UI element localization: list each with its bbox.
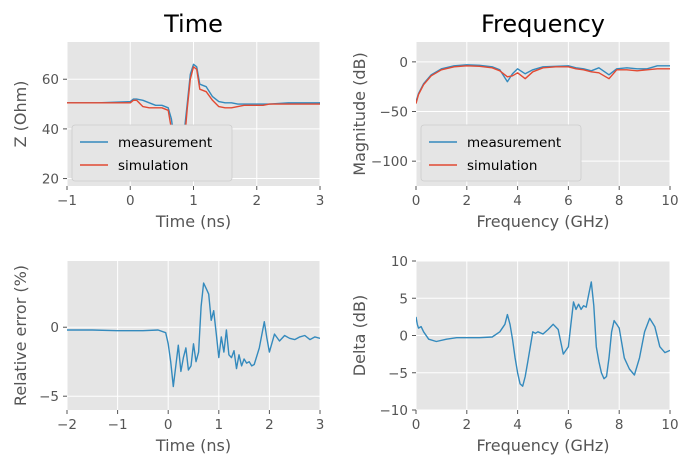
x-tick-label: −1: [57, 193, 77, 209]
x-tick-label: 1: [189, 193, 198, 209]
x-tick-label: 0: [164, 417, 173, 433]
y-tick-label: 5: [399, 291, 408, 307]
series-line-measurement: [67, 63, 320, 150]
x-axis-label: Time (ns): [155, 212, 231, 231]
gridlines: [66, 261, 321, 410]
y-tick-label: −50: [380, 105, 409, 121]
legend-entry: measurement: [467, 135, 561, 151]
x-tick-label: 6: [564, 417, 573, 433]
legend-frame: [420, 124, 582, 182]
x-tick-label: 3: [316, 417, 325, 433]
y-axis-label: Magnitude (dB): [350, 52, 369, 175]
y-tick-label: −5: [39, 389, 59, 405]
series-line-measurement: [416, 64, 670, 102]
chart-time: −1 0 1 2 3 20 40 60 Time Time (ns) Z (Ohm) measurem…: [11, 10, 324, 231]
y-tick-label: −5: [388, 366, 408, 382]
legend: measurement simulation: [420, 124, 582, 182]
y-tick-label: −100: [371, 154, 408, 170]
y-axis-label: Z (Ohm): [11, 81, 30, 148]
legend-entry: simulation: [467, 158, 537, 174]
legend-entry: simulation: [118, 158, 188, 174]
y-axis-label: Delta (dB): [350, 295, 369, 376]
plot-area: [67, 261, 320, 410]
x-tick-label: 8: [615, 417, 624, 433]
chart-title: Time: [163, 10, 223, 38]
x-tick-label: 1: [215, 417, 224, 433]
x-tick-label: 0: [412, 417, 421, 433]
y-tick-label: 0: [50, 320, 59, 336]
chart-frequency: 0 2 4 6 8 10 0 −50 −100 Frequency Frequency (GHz) M…: [350, 10, 679, 231]
chart-frequency-delta: 0 2 4 6 8 10 10 5 0 −5 −10 Frequency (GHz) Delta (dB…: [350, 254, 679, 455]
series-line-simulation: [67, 66, 320, 162]
chart-title: Frequency: [481, 10, 605, 38]
x-tick-label: 3: [316, 193, 325, 209]
x-tick-label: 10: [661, 193, 678, 209]
x-tick-label: 8: [615, 193, 624, 209]
x-tick-label: 4: [513, 193, 522, 209]
x-tick-label: 0: [126, 193, 135, 209]
series-line-delta: [416, 281, 670, 387]
y-tick-label: 60: [42, 72, 59, 88]
chart-time-error: −2 −1 0 1 2 3 0 −5 Time (ns) Relative error (%): [11, 261, 324, 455]
x-tick-label: 2: [463, 193, 472, 209]
x-axis-label: Frequency (GHz): [476, 436, 609, 455]
x-tick-label: 0: [412, 193, 421, 209]
y-tick-label: −10: [380, 403, 409, 419]
y-tick-label: 0: [399, 329, 408, 345]
x-axis-label: Time (ns): [155, 436, 231, 455]
x-tick-label: 6: [564, 193, 573, 209]
x-tick-label: 2: [265, 417, 274, 433]
series-line-delta: [67, 282, 320, 388]
x-axis-label: Frequency (GHz): [476, 212, 609, 231]
y-tick-label: 20: [42, 172, 59, 188]
x-tick-label: −2: [57, 417, 77, 433]
series-line-simulation: [416, 65, 670, 104]
x-tick-label: 2: [463, 417, 472, 433]
x-tick-label: 10: [661, 417, 678, 433]
y-axis-label: Relative error (%): [11, 265, 30, 406]
x-tick-label: 4: [513, 417, 522, 433]
y-tick-label: 40: [42, 122, 59, 138]
legend: measurement simulation: [71, 124, 233, 182]
x-tick-label: 2: [252, 193, 261, 209]
y-tick-label: 10: [391, 254, 408, 270]
legend-entry: measurement: [118, 135, 212, 151]
x-tick-label: −1: [108, 417, 128, 433]
legend-frame: [71, 124, 233, 182]
y-tick-label: 0: [399, 55, 408, 71]
